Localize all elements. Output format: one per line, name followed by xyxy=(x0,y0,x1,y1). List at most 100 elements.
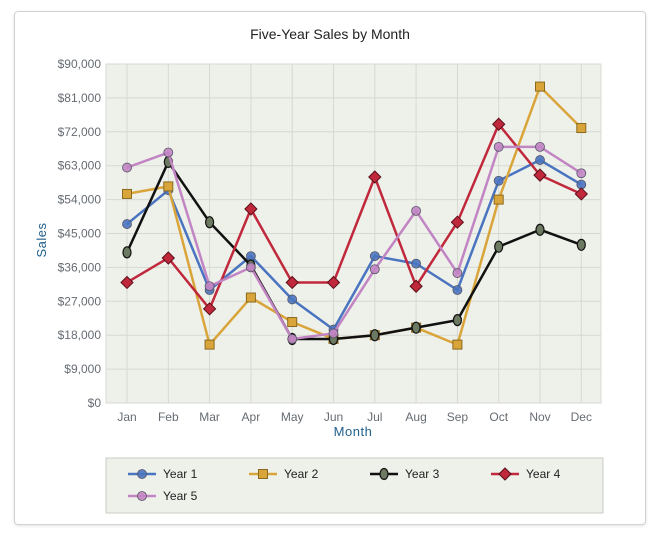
x-tick-label: Sep xyxy=(447,410,469,424)
data-point xyxy=(450,215,465,229)
legend-label: Year 4 xyxy=(526,467,561,481)
x-tick-label: Jun xyxy=(324,410,343,424)
data-point xyxy=(493,175,504,186)
y-tick-label: $54,000 xyxy=(58,193,102,207)
data-point xyxy=(411,321,421,334)
legend-item: Year 3 xyxy=(370,467,440,481)
y-axis-ticks: $0 $9,000 $18,000 $27,000 $36,000 $45,000 $54,… xyxy=(58,57,102,410)
series-line xyxy=(126,123,582,311)
data-point xyxy=(204,339,215,350)
data-point xyxy=(122,246,132,259)
x-axis-title: Month xyxy=(334,424,373,439)
data-point xyxy=(411,205,422,216)
data-point xyxy=(163,181,174,192)
y-axis-title: Sales xyxy=(34,222,49,257)
data-point xyxy=(163,147,174,158)
data-point xyxy=(493,194,504,205)
data-point xyxy=(285,275,299,290)
y-tick-label: $36,000 xyxy=(58,260,102,274)
legend-item: Year 5 xyxy=(128,489,198,503)
y-tick-label: $45,000 xyxy=(58,227,102,241)
legend-label: Year 3 xyxy=(405,467,440,481)
data-point xyxy=(535,155,545,165)
y-tick-label: $0 xyxy=(88,396,102,410)
data-point xyxy=(244,202,258,216)
data-point xyxy=(452,285,463,295)
data-point xyxy=(120,275,134,290)
legend-label: Year 1 xyxy=(163,467,198,481)
data-point xyxy=(491,117,506,131)
legend-label: Year 2 xyxy=(284,467,319,481)
legend-item: Year 4 xyxy=(491,467,561,481)
data-point xyxy=(576,168,587,179)
data-point xyxy=(161,251,176,265)
data-point xyxy=(368,170,382,184)
x-tick-label: Jan xyxy=(117,410,136,424)
x-tick-label: Nov xyxy=(529,410,550,424)
data-point xyxy=(122,188,132,199)
x-tick-label: Feb xyxy=(158,410,179,424)
chart-title: Five-Year Sales by Month xyxy=(250,26,410,42)
y-tick-label: $9,000 xyxy=(64,362,101,376)
data-point xyxy=(533,168,547,182)
series-5 xyxy=(122,141,587,344)
data-point xyxy=(202,302,217,316)
data-point xyxy=(287,334,298,344)
data-point xyxy=(576,123,587,134)
y-tick-label: $18,000 xyxy=(58,328,102,342)
data-point xyxy=(535,81,545,92)
data-point xyxy=(535,141,545,152)
legend-marker xyxy=(137,491,147,501)
legend-marker xyxy=(137,469,147,479)
data-point xyxy=(494,240,504,253)
legend-item: Year 2 xyxy=(249,467,319,481)
series-4 xyxy=(120,117,589,316)
data-point xyxy=(493,141,504,152)
data-point xyxy=(245,292,256,303)
data-point xyxy=(122,219,132,229)
legend-item: Year 1 xyxy=(128,467,198,481)
data-point xyxy=(369,251,380,262)
x-axis-ticks: Jan Feb Mar Apr May Jun Jul Aug Sep Oct Nov Dec xyxy=(117,410,592,424)
legend-box xyxy=(105,457,604,514)
data-point xyxy=(535,223,545,236)
y-tick-label: $63,000 xyxy=(58,159,102,173)
data-point xyxy=(370,329,380,342)
legend-marker xyxy=(498,467,512,481)
data-point xyxy=(328,328,339,339)
data-point xyxy=(205,216,215,229)
x-tick-label: May xyxy=(281,410,304,424)
data-point xyxy=(411,258,422,269)
y-tick-label: $81,000 xyxy=(58,91,102,105)
x-tick-label: Aug xyxy=(405,410,426,424)
x-tick-label: Apr xyxy=(242,410,261,424)
x-tick-label: Jul xyxy=(367,410,382,424)
data-point xyxy=(369,264,380,275)
legend-marker xyxy=(258,469,268,479)
data-point xyxy=(245,262,256,273)
data-point xyxy=(576,238,586,251)
data-point xyxy=(204,281,215,292)
data-point xyxy=(452,268,463,278)
data-point xyxy=(574,187,589,201)
y-tick-label: $27,000 xyxy=(58,294,102,308)
data-point xyxy=(452,339,463,350)
data-point xyxy=(409,279,423,293)
x-tick-label: Mar xyxy=(199,410,220,424)
legend: Year 1 Year 2 Year 3 Year 4 Year 5 xyxy=(128,467,561,503)
series-line xyxy=(125,160,582,341)
series-group xyxy=(120,81,589,350)
series-line xyxy=(126,145,582,341)
data-point xyxy=(287,317,298,328)
data-point xyxy=(452,314,462,327)
y-tick-label: $72,000 xyxy=(58,125,102,139)
data-point xyxy=(287,294,298,305)
legend-marker xyxy=(379,467,389,481)
y-tick-label: $90,000 xyxy=(58,57,102,71)
data-point xyxy=(122,162,132,173)
legend-label: Year 5 xyxy=(163,489,198,503)
data-point xyxy=(245,251,256,262)
data-point xyxy=(326,275,341,290)
x-tick-label: Dec xyxy=(571,410,592,424)
